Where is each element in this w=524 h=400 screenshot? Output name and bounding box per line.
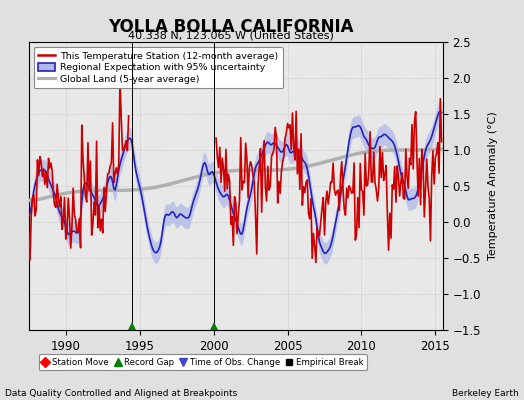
Y-axis label: Temperature Anomaly (°C): Temperature Anomaly (°C) xyxy=(488,112,498,260)
Text: Data Quality Controlled and Aligned at Breakpoints: Data Quality Controlled and Aligned at B… xyxy=(5,389,237,398)
Text: YOLLA BOLLA CALIFORNIA: YOLLA BOLLA CALIFORNIA xyxy=(108,18,353,36)
Text: Berkeley Earth: Berkeley Earth xyxy=(452,389,519,398)
Legend: Station Move, Record Gap, Time of Obs. Change, Empirical Break: Station Move, Record Gap, Time of Obs. C… xyxy=(38,354,367,370)
Text: 40.338 N, 123.065 W (United States): 40.338 N, 123.065 W (United States) xyxy=(128,30,333,40)
